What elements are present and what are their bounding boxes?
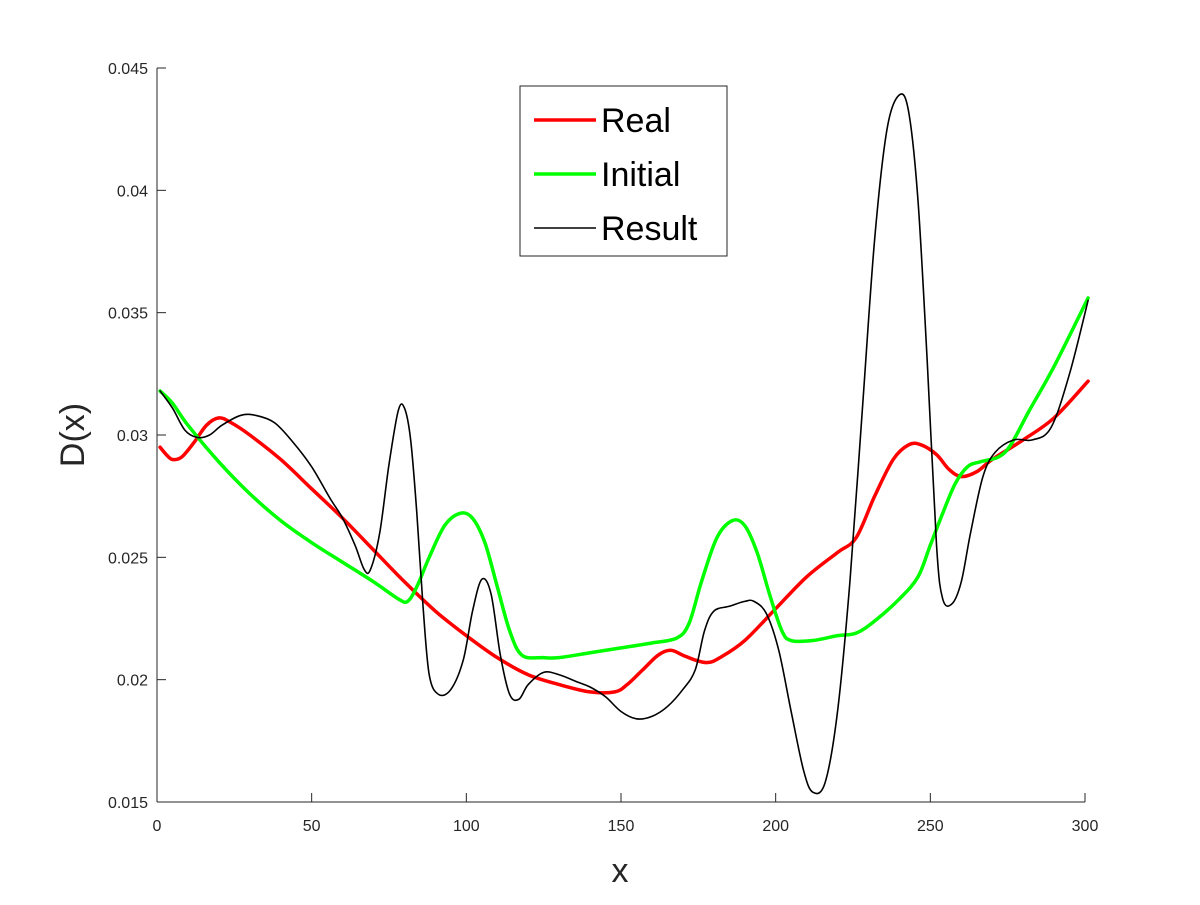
x-tick-label: 300	[1072, 818, 1099, 835]
series-line-result	[159, 93, 1089, 795]
series-line-real	[158, 379, 1090, 695]
x-tick-label: 200	[762, 818, 789, 835]
legend-label-real: Real	[601, 102, 671, 140]
y-tick-label: 0.03	[117, 428, 148, 445]
y-tick-label: 0.035	[108, 306, 148, 323]
ticks: 0 50 100 150 200 250 300 0.015 0.02 0.025 0.03 0.03…	[108, 61, 1098, 835]
y-tick-label: 0.015	[108, 795, 148, 812]
x-tick-label: 50	[303, 818, 321, 835]
legend-label-initial: Initial	[601, 156, 680, 194]
x-tick-label: 0	[153, 818, 162, 835]
y-axis-title: D(x)	[54, 403, 92, 467]
legend-label-result: Result	[601, 210, 698, 248]
x-tick-label: 250	[917, 818, 944, 835]
x-tick-label: 100	[453, 818, 480, 835]
y-tick-label: 0.025	[108, 550, 148, 567]
series-line-initial	[158, 296, 1090, 660]
x-tick-label: 150	[608, 818, 635, 835]
y-tick-label: 0.04	[117, 183, 148, 200]
x-axis-title: x	[612, 852, 629, 890]
y-tick-label: 0.02	[117, 673, 148, 690]
plot-lines	[158, 93, 1090, 795]
y-tick-label: 0.045	[108, 61, 148, 78]
legend: Real Initial Result	[519, 85, 728, 257]
